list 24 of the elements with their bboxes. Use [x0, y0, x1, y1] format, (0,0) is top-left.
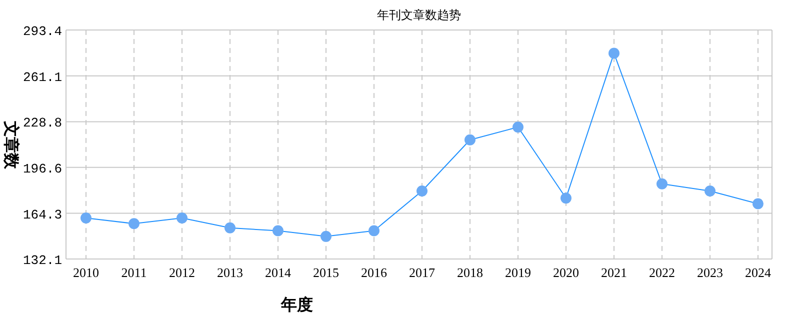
x-tick-label: 2014 — [265, 265, 292, 280]
x-tick-label: 2010 — [73, 265, 99, 280]
x-tick-label: 2012 — [169, 265, 195, 280]
x-tick-label: 2023 — [697, 265, 723, 280]
x-tick-label: 2022 — [649, 265, 675, 280]
x-tick-label: 2021 — [601, 265, 627, 280]
x-tick-label: 2019 — [505, 265, 531, 280]
y-tick-label: 293.4 — [22, 24, 62, 39]
chart-title: 年刊文章数趋势 — [377, 8, 461, 22]
x-axis-title: 年度 — [280, 295, 313, 314]
x-tick-label: 2013 — [217, 265, 243, 280]
x-tick-label: 2015 — [313, 265, 339, 280]
y-axis-title: 文章数 — [2, 120, 21, 170]
x-tick-label: 2011 — [121, 265, 147, 280]
y-tick-label: 196.6 — [22, 161, 62, 176]
x-tick-label: 2024 — [745, 265, 772, 280]
y-tick-label: 132.1 — [22, 253, 62, 268]
x-tick-label: 2017 — [409, 265, 436, 280]
y-tick-label: 261.1 — [22, 70, 62, 85]
y-tick-label: 228.8 — [22, 116, 62, 131]
x-tick-label: 2018 — [457, 265, 483, 280]
x-tick-label: 2016 — [361, 265, 388, 280]
x-tick-label: 2020 — [553, 265, 579, 280]
y-tick-label: 164.3 — [22, 207, 62, 222]
